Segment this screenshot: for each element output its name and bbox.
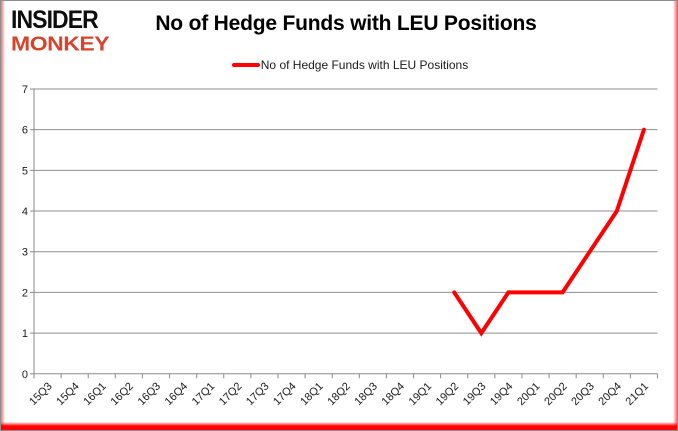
x-tick-label: 17Q2 [217, 380, 245, 408]
legend-line-marker [231, 63, 260, 67]
y-tick-label: 7 [22, 84, 28, 96]
x-tick-label: 19Q4 [488, 380, 516, 408]
x-tick-label: 21Q1 [624, 380, 652, 408]
insider-monkey-logo: INSIDER MONKEY [11, 8, 118, 59]
legend: No of Hedge Funds with LEU Positions [1, 58, 677, 72]
x-tick-label: 17Q1 [190, 380, 218, 408]
x-tick-label: 17Q3 [244, 380, 272, 408]
x-tick-label: 18Q2 [325, 380, 353, 408]
x-tick-label: 17Q4 [271, 380, 299, 408]
x-tick-label: 20Q3 [569, 380, 597, 408]
chart-title: No of Hedge Funds with LEU Positions [155, 12, 537, 35]
logo-text-insider: INSIDER [11, 6, 99, 34]
x-tick-label: 20Q2 [542, 380, 570, 408]
x-tick-label: 20Q1 [515, 380, 543, 408]
y-tick-label: 5 [22, 165, 28, 177]
x-tick-label: 18Q4 [380, 380, 408, 408]
y-tick-label: 3 [22, 247, 28, 259]
series-line [452, 127, 646, 337]
y-tick-label: 1 [22, 328, 28, 340]
x-tick-label: 19Q1 [407, 380, 435, 408]
x-tick-label: 16Q3 [136, 380, 164, 408]
x-tick-label: 15Q3 [27, 380, 55, 408]
logo-text-monkey: MONKEY [11, 32, 110, 56]
x-tick-label: 18Q3 [352, 380, 380, 408]
legend-label: No of Hedge Funds with LEU Positions [260, 58, 469, 72]
x-tick-label: 16Q1 [81, 380, 109, 408]
x-tick-label: 19Q3 [461, 380, 489, 408]
y-tick-label: 0 [22, 369, 28, 381]
x-tick-label: 16Q4 [163, 380, 191, 408]
x-tick-label: 19Q2 [434, 380, 462, 408]
y-tick-label: 2 [22, 287, 28, 299]
x-tick-label: 15Q4 [54, 380, 82, 408]
y-tick-label: 6 [22, 125, 28, 137]
x-tick-label: 18Q1 [298, 380, 326, 408]
x-tick-label: 16Q2 [108, 380, 136, 408]
x-tick-label: 20Q4 [596, 380, 624, 408]
y-tick-label: 4 [22, 206, 28, 218]
